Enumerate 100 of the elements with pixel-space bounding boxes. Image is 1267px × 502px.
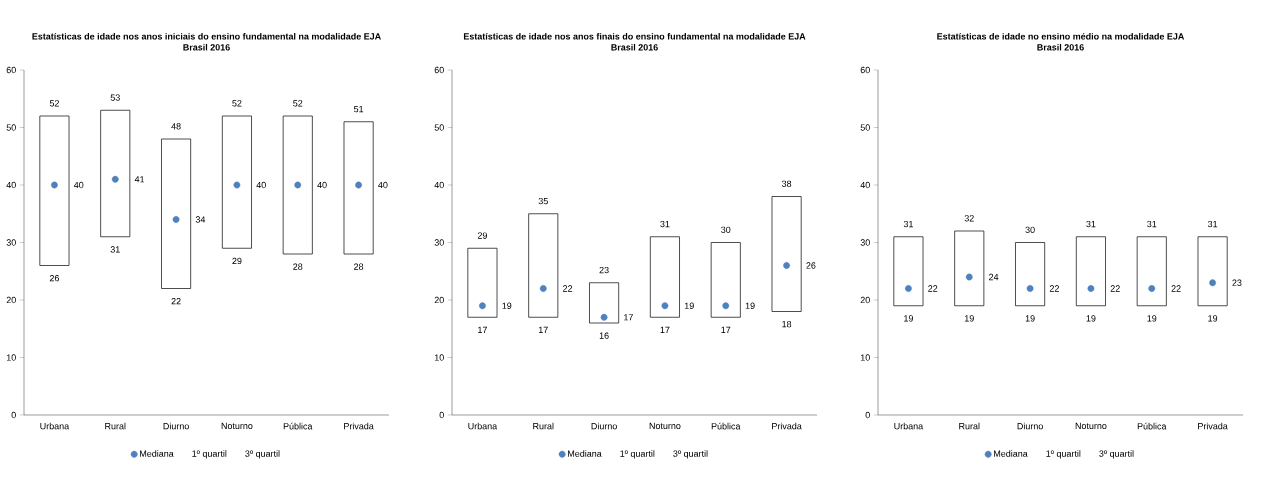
point: [661, 302, 669, 310]
annotation: 48: [171, 123, 181, 130]
annotation: 31: [903, 220, 913, 228]
annotation: 30: [1025, 226, 1035, 233]
annotation: 51: [353, 105, 364, 113]
x-tick-label: Pública: [711, 422, 741, 430]
text: 3º quartil: [1099, 450, 1134, 459]
annotation: 32: [964, 215, 974, 222]
y-tick-label: 30: [6, 239, 16, 246]
annotation: 34: [195, 216, 206, 223]
annotation: 52: [293, 100, 303, 107]
annotation: 19: [904, 315, 913, 322]
x-tick-label: Noturno: [221, 422, 253, 430]
x-tick-label: Noturno: [649, 422, 681, 430]
text: 1º quartil: [620, 450, 655, 459]
x-tick-label: Urbana: [894, 422, 924, 430]
annotation: 22: [1049, 285, 1059, 292]
x-tick-label: Urbana: [468, 422, 498, 430]
point: [783, 262, 790, 269]
annotation: 40: [378, 181, 388, 189]
y-tick-label: 60: [6, 66, 16, 74]
point: [111, 175, 119, 183]
y-tick-label: 10: [860, 354, 870, 361]
x-tick-label: Diurno: [591, 422, 617, 430]
annotation: 26: [49, 275, 60, 282]
annotation: 17: [478, 326, 487, 333]
annotation: 31: [1207, 220, 1218, 228]
text: 3º quartil: [245, 450, 280, 459]
x-tick-label: Pública: [1137, 422, 1167, 430]
y-tick-label: 0: [865, 411, 870, 419]
annotation: 31: [1147, 220, 1157, 228]
annotation: 35: [538, 197, 548, 205]
point: [965, 273, 973, 281]
annotation: 24: [989, 273, 999, 281]
point: [233, 181, 241, 189]
annotation: 17: [660, 326, 670, 333]
text: 1º quartil: [192, 450, 227, 459]
legend-label: Mediana: [994, 450, 1028, 457]
y-tick-label: 10: [6, 354, 16, 361]
text: 1º quartil: [1046, 450, 1081, 459]
annotation: 40: [73, 181, 84, 189]
x-tick-label: Diurno: [163, 422, 189, 430]
annotation: 17: [624, 314, 633, 321]
x-tick-label: Rural: [105, 422, 126, 430]
chart-subtitle: Brasil 2016: [611, 43, 658, 51]
y-tick-label: 30: [860, 239, 870, 246]
annotation: 16: [599, 332, 609, 339]
annotation: 53: [110, 94, 120, 101]
text: 3º quartil: [673, 450, 708, 459]
annotation: 29: [477, 232, 487, 239]
annotation: 19: [684, 302, 694, 309]
chart-title: Estatísticas de idade nos anos finais do ensino fundamental na modalidade EJA: [463, 32, 806, 40]
point: [1087, 285, 1095, 292]
point: [172, 216, 180, 223]
chart-subtitle: Brasil 2016: [1037, 43, 1084, 51]
point: [1148, 285, 1156, 292]
annotation: 19: [1147, 315, 1157, 322]
point: [722, 302, 730, 310]
x-tick-label: Pública: [283, 422, 313, 430]
chart-title: Estatísticas de idade nos anos iniciais do ensino fundamental na modalidade EJA: [32, 32, 381, 40]
annotation: 41: [134, 176, 145, 183]
annotation: 23: [599, 266, 609, 274]
y-tick-label: 50: [434, 124, 444, 131]
annotation: 19: [1086, 315, 1096, 322]
annotation: 22: [171, 298, 181, 305]
legend-label: Mediana: [140, 450, 174, 457]
annotation: 17: [538, 326, 548, 333]
y-tick-label: 20: [434, 296, 444, 304]
y-tick-label: 0: [439, 411, 444, 419]
y-tick-label: 20: [860, 296, 870, 304]
point: [479, 302, 486, 310]
annotation: 40: [317, 181, 327, 189]
x-tick-label: Rural: [959, 422, 980, 430]
y-tick-label: 50: [6, 124, 16, 131]
annotation: 26: [806, 262, 816, 269]
annotation: 17: [721, 326, 731, 333]
annotation: 23: [1232, 279, 1242, 286]
y-tick-label: 30: [434, 239, 444, 246]
x-tick-label: Diurno: [1017, 422, 1043, 430]
annotation: 18: [782, 321, 792, 328]
annotation: 38: [781, 180, 792, 187]
point: [905, 285, 912, 292]
annotation: 22: [1110, 285, 1120, 292]
x-tick-label: Noturno: [1075, 422, 1107, 430]
annotation: 28: [354, 263, 364, 270]
x-tick-label: Urbana: [40, 422, 70, 430]
annotation: 19: [502, 302, 512, 309]
legend-label: Mediana: [568, 450, 602, 457]
chart-title: Estatísticas de idade no ensino médio na modalidade EJA: [937, 32, 1185, 40]
point: [51, 181, 58, 189]
chart-subtitle: Brasil 2016: [183, 43, 230, 51]
x-tick-label: Privada: [1198, 422, 1228, 430]
annotation: 40: [256, 181, 266, 189]
point: [1209, 279, 1216, 287]
point: [294, 181, 302, 189]
annotation: 22: [563, 285, 573, 292]
y-tick-label: 50: [860, 124, 870, 131]
point: [1026, 285, 1034, 292]
point: [600, 313, 608, 321]
y-tick-label: 40: [860, 181, 870, 189]
